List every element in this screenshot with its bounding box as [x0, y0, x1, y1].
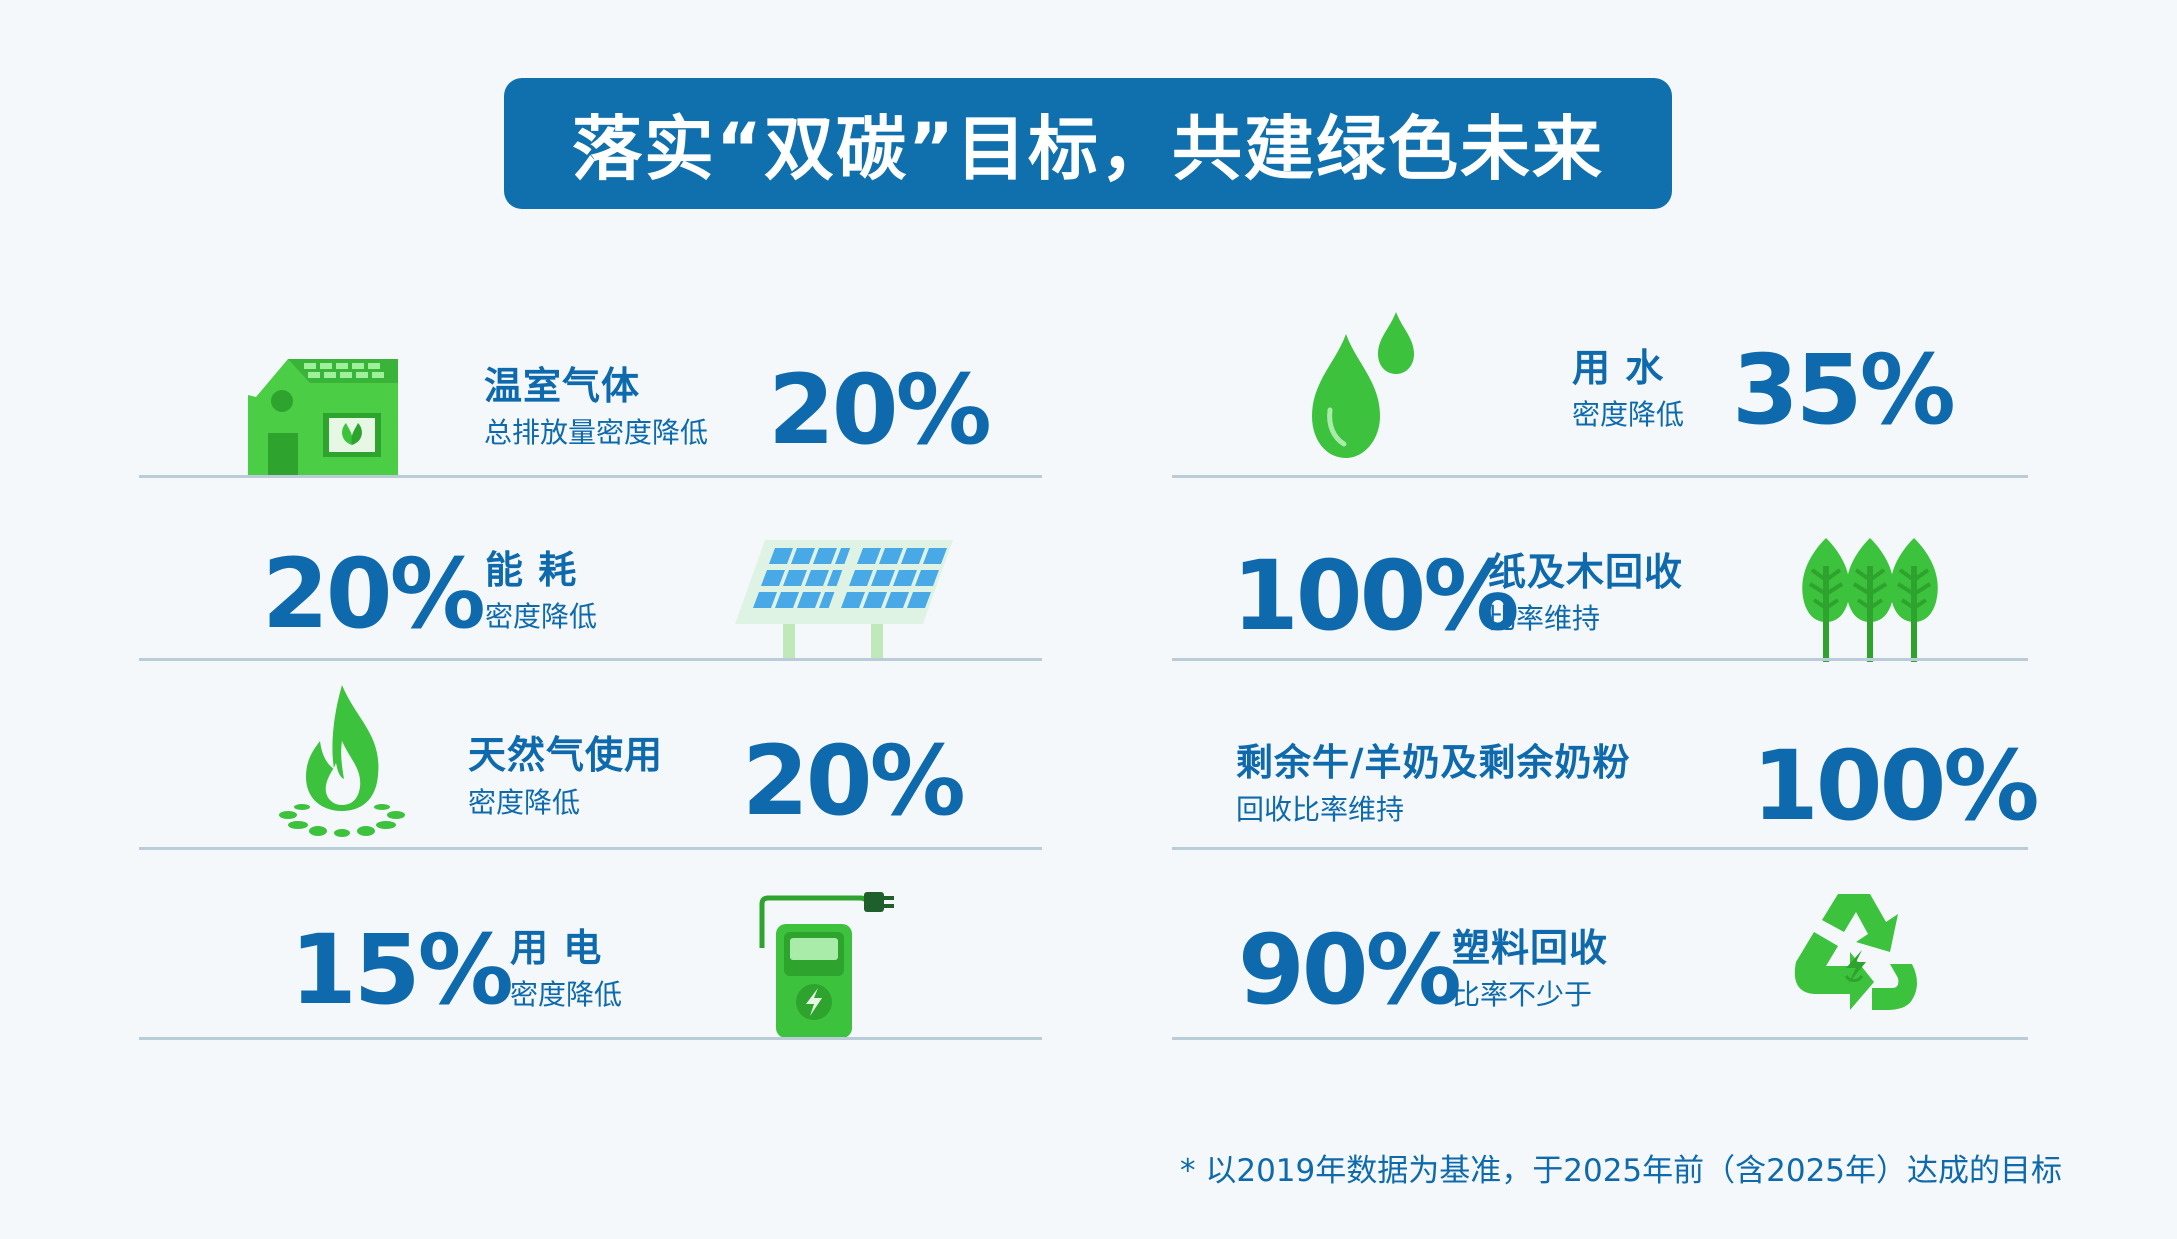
- gas-flame-icon: [278, 683, 406, 837]
- item-percent-plastic: 90%: [1238, 914, 1462, 1026]
- page-title: 落实“双碳”目标，共建绿色未来: [571, 108, 1604, 190]
- item-label-paper-wood: 纸及木回收: [1488, 550, 1684, 594]
- trees-icon: [1796, 536, 1944, 662]
- item-sub-water: 密度降低: [1572, 398, 1685, 431]
- item-percent-milk: 100%: [1752, 730, 2040, 842]
- row-divider: [139, 658, 1042, 661]
- item-percent-water: 35%: [1732, 334, 1956, 446]
- green-house-icon: [248, 355, 400, 477]
- ev-charger-icon: [752, 888, 904, 1040]
- row-divider: [1172, 475, 2028, 478]
- item-label-energy: 能 耗: [485, 548, 578, 592]
- item-label-electricity: 用 电: [510, 926, 603, 970]
- item-percent-energy: 20%: [262, 538, 486, 650]
- item-sub-energy: 密度降低: [485, 600, 598, 633]
- footnote: * 以2019年数据为基准，于2025年前（含2025年）达成的目标: [1180, 1153, 2063, 1189]
- item-sub-electricity: 密度降低: [510, 978, 623, 1011]
- item-sub-natural-gas: 密度降低: [468, 786, 581, 819]
- row-divider: [1172, 658, 2028, 661]
- item-label-water: 用 水: [1572, 346, 1665, 390]
- item-percent-electricity: 15%: [290, 914, 514, 1026]
- item-label-plastic: 塑料回收: [1452, 926, 1609, 970]
- item-label-milk: 剩余牛/羊奶及剩余奶粉: [1236, 741, 1631, 784]
- row-divider: [1172, 847, 2028, 850]
- item-sub-greenhouse-gas: 总排放量密度降低: [484, 416, 709, 449]
- solar-panel-icon: [735, 540, 955, 660]
- item-percent-greenhouse-gas: 20%: [768, 354, 992, 466]
- row-divider: [1172, 1037, 2028, 1040]
- item-label-greenhouse-gas: 温室气体: [484, 364, 641, 408]
- item-percent-natural-gas: 20%: [742, 725, 966, 837]
- item-sub-plastic: 比率不少于: [1452, 978, 1593, 1011]
- item-sub-milk: 回收比率维持: [1236, 793, 1405, 826]
- row-divider: [139, 475, 1042, 478]
- row-divider: [139, 847, 1042, 850]
- item-sub-paper-wood: 比率维持: [1488, 602, 1601, 635]
- row-divider: [139, 1037, 1042, 1040]
- item-label-natural-gas: 天然气使用: [468, 733, 664, 777]
- recycle-icon: [1786, 888, 1922, 1020]
- title-banner: 落实“双碳”目标，共建绿色未来: [504, 78, 1672, 209]
- item-percent-paper-wood: 100%: [1232, 540, 1520, 652]
- water-drops-icon: [1310, 312, 1420, 460]
